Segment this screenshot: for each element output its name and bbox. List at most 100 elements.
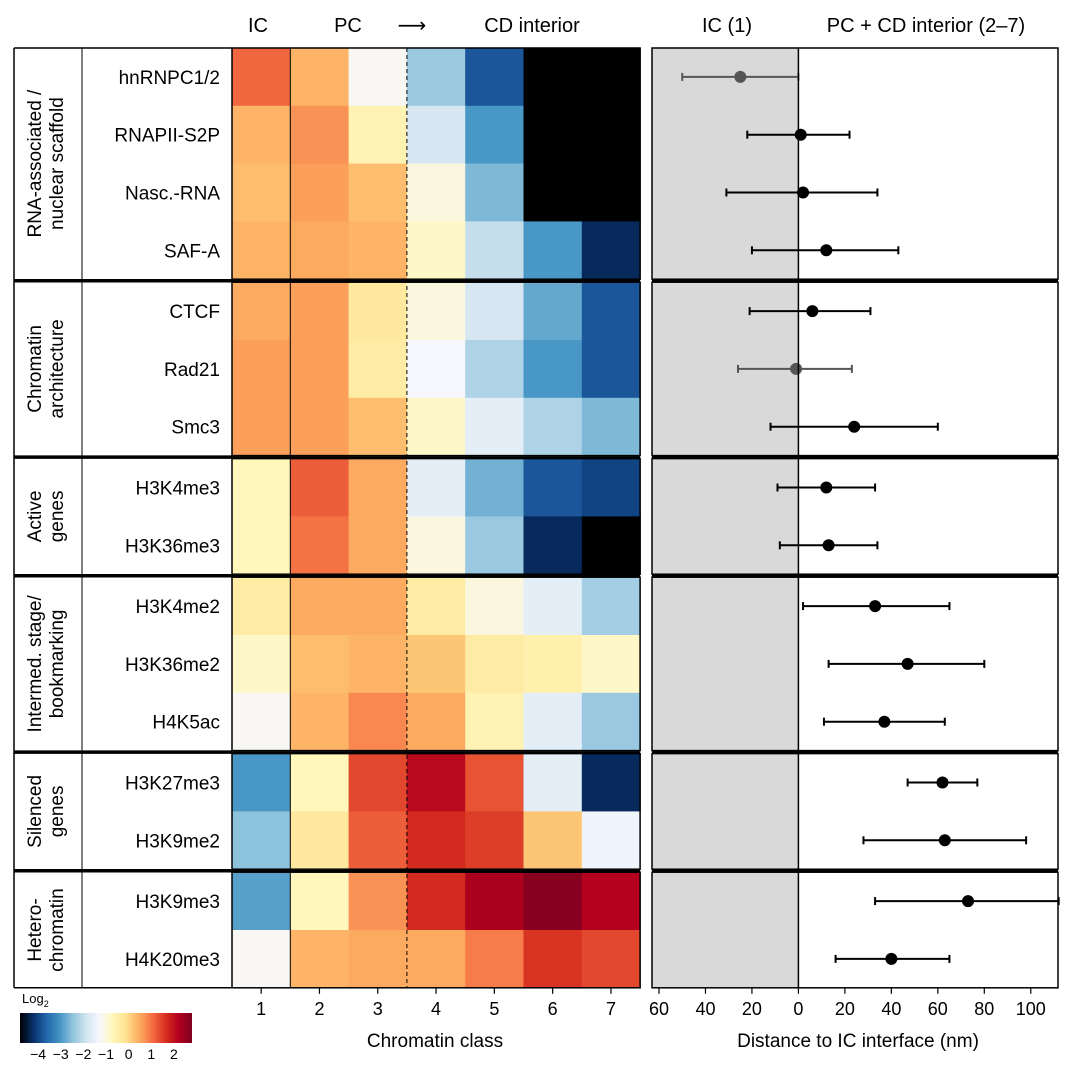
dotplot-x-tick-label: 80 <box>974 999 994 1019</box>
heatmap-cell <box>232 48 291 107</box>
heatmap-cell <box>581 516 641 575</box>
heatmap-cell <box>465 163 525 222</box>
heatmap-cell <box>465 692 525 752</box>
heatmap-cell <box>348 516 408 575</box>
header-arrow: ⟶ <box>398 15 427 37</box>
heatmap-cell <box>523 458 583 517</box>
heatmap-group-frame <box>231 457 641 575</box>
heatmap-cell <box>232 340 291 399</box>
heatmap-cell <box>523 930 583 989</box>
header-pc: PC <box>334 15 362 37</box>
heatmap-cell <box>290 458 350 517</box>
heatmap-cell <box>523 811 583 870</box>
heatmap-cell <box>348 397 408 457</box>
row-label: H4K5ac <box>152 713 220 734</box>
dotplot-x-tick-label: 0 <box>793 999 803 1019</box>
left-labels: hnRNPC1/2 RNAPII-S2P Nasc.-RNA SAF-A RNA-ass… <box>13 47 1058 989</box>
heatmap-cell <box>348 458 408 517</box>
colorbar-tick-label: −2 <box>75 1046 91 1062</box>
heatmap-cell <box>465 282 525 341</box>
ic-shaded-region <box>652 872 799 988</box>
colorbar-tick-label: 0 <box>125 1046 133 1062</box>
heatmap-cell <box>290 163 350 222</box>
heatmap-cell <box>523 692 583 752</box>
dotplot-x-axis-title: Distance to IC interface (nm) <box>737 1031 979 1052</box>
dotplot-group-frame <box>651 752 1059 870</box>
heatmap-cell <box>290 635 350 694</box>
heatmap-x-tick-label: 4 <box>431 999 441 1019</box>
heatmap-cell <box>523 872 583 931</box>
heatmap-group-frame <box>231 576 641 752</box>
heatmap-cell <box>465 930 525 989</box>
heatmap-cell <box>290 397 350 457</box>
heatmap-cell <box>465 516 525 575</box>
heatmap-cell <box>581 282 641 341</box>
row-label: CTCF <box>169 302 220 323</box>
data-point <box>822 539 835 552</box>
group-label: Chromatinarchitecture <box>25 319 68 418</box>
ic-shaded-region <box>652 753 799 870</box>
header-right-pc: PC + CD interior (2–7) <box>827 15 1025 37</box>
colorbar-gradient <box>20 1013 192 1043</box>
heatmap-cell <box>290 48 350 107</box>
heatmap-cell <box>290 282 350 341</box>
heatmap-cell <box>581 753 641 812</box>
heatmap-cell <box>348 692 408 752</box>
heatmap-cell <box>581 340 641 399</box>
data-point <box>806 305 819 318</box>
row-label: Rad21 <box>164 360 220 381</box>
heatmap-cell <box>348 811 408 870</box>
dotplot-group-frame <box>651 457 1059 575</box>
data-point <box>790 362 803 375</box>
heatmap-cell <box>290 105 350 165</box>
heatmap-cell <box>523 282 583 341</box>
heatmap-cell <box>232 282 291 341</box>
heatmap-cell <box>523 163 583 222</box>
heatmap-cell <box>348 930 408 989</box>
heatmap-cell <box>348 163 408 222</box>
heatmap-cell <box>523 48 583 107</box>
heatmap-cell <box>290 753 350 812</box>
row-label: H3K9me3 <box>136 892 221 913</box>
heatmap-x-tick-label: 1 <box>256 999 266 1019</box>
header-ic: IC <box>248 15 268 37</box>
heatmap-x-axis-title: Chromatin class <box>367 1031 503 1052</box>
heatmap-cell <box>232 930 291 989</box>
heatmap-cell <box>290 811 350 870</box>
heatmap: 1 2 3 4 5 6 7 <box>231 47 641 1019</box>
heatmap-cell <box>232 577 291 636</box>
data-point <box>820 244 833 257</box>
heatmap-x-tick-label: 6 <box>548 999 558 1019</box>
heatmap-cell <box>348 635 408 694</box>
heatmap-cell <box>406 516 466 575</box>
dotplot-x-tick-label: 20 <box>742 999 762 1019</box>
colorbar-tick-label: −4 <box>30 1046 46 1062</box>
ic-shaded-region <box>652 458 799 575</box>
heatmap-cell <box>465 872 525 931</box>
dotplot-x-tick-label: 40 <box>881 999 901 1019</box>
row-label: H3K36me3 <box>125 536 220 557</box>
heatmap-cell <box>290 221 350 280</box>
heatmap-cell <box>232 872 291 931</box>
heatmap-cell <box>581 458 641 517</box>
data-point <box>848 420 861 433</box>
row-label: H3K36me2 <box>125 655 220 676</box>
heatmap-cell <box>348 753 408 812</box>
heatmap-cell <box>581 635 641 694</box>
dotplot-group-frame <box>651 47 1059 280</box>
heatmap-x-tick-label: 5 <box>489 999 499 1019</box>
heatmap-cell <box>406 577 466 636</box>
row-label: H3K4me3 <box>136 479 221 500</box>
heatmap-cell <box>406 930 466 989</box>
row-label: hnRNPC1/2 <box>119 68 220 89</box>
heatmap-cell <box>581 48 641 107</box>
data-point <box>794 128 807 141</box>
data-point <box>878 715 891 728</box>
data-point <box>820 481 833 494</box>
header-cd: CD interior <box>484 15 580 37</box>
data-point <box>869 600 882 613</box>
data-point <box>938 834 951 847</box>
heatmap-cell <box>581 397 641 457</box>
heatmap-cell <box>465 105 525 165</box>
